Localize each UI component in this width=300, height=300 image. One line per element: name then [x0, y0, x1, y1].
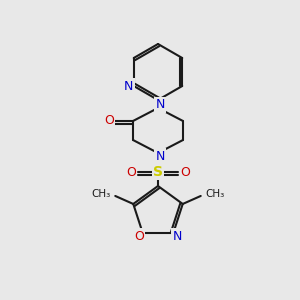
Text: O: O: [126, 166, 136, 178]
Text: N: N: [124, 80, 134, 92]
Text: N: N: [155, 149, 165, 163]
Text: S: S: [153, 165, 163, 179]
Text: CH₃: CH₃: [91, 189, 110, 199]
Text: O: O: [134, 230, 144, 242]
Text: O: O: [180, 166, 190, 178]
Text: CH₃: CH₃: [206, 189, 225, 199]
Text: O: O: [104, 115, 114, 128]
Text: N: N: [155, 98, 165, 112]
Text: N: N: [172, 230, 182, 242]
